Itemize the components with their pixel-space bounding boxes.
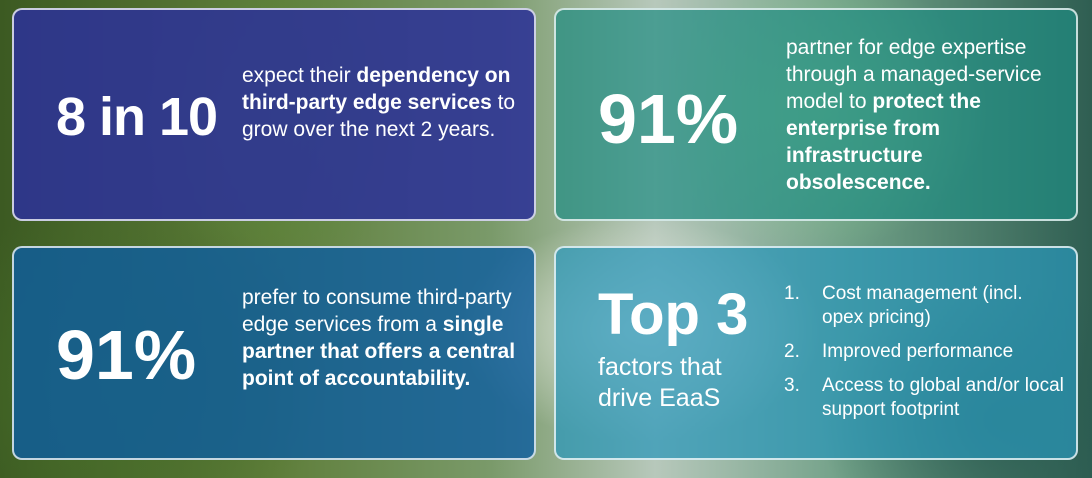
stat-subtitle: factors that drive EaaS bbox=[598, 353, 722, 412]
list-text: Access to global and/or local support fo… bbox=[822, 375, 1064, 420]
list-number: 1. bbox=[784, 283, 800, 304]
desc-text: prefer to consume third-party edge servi… bbox=[242, 286, 512, 336]
stat-description: prefer to consume third-party edge servi… bbox=[242, 284, 527, 392]
desc-highlight: single partner that offers a central poi… bbox=[242, 313, 516, 390]
stat-description: partner for edge expertise through a man… bbox=[786, 34, 1061, 196]
stat-card-managed-service: 91% partner for edge expertise through a… bbox=[554, 8, 1078, 221]
stat-value: 91% bbox=[598, 80, 739, 158]
list-text: Cost management (incl. opex pricing) bbox=[822, 283, 1023, 328]
stat-card-single-partner: 91% prefer to consume third-party edge s… bbox=[12, 246, 536, 460]
list-number: 2. bbox=[784, 341, 800, 362]
stat-value: 8 in 10 bbox=[56, 87, 218, 147]
desc-text: expect their bbox=[242, 64, 357, 87]
stat-description: expect their dependency on third-party e… bbox=[242, 62, 522, 143]
factor-list: 1. Cost management (incl. opex pricing) … bbox=[784, 282, 1064, 432]
list-number: 3. bbox=[784, 375, 800, 396]
list-item: 2. Improved performance bbox=[784, 340, 1064, 364]
list-item: 1. Cost management (incl. opex pricing) bbox=[784, 282, 1064, 330]
stat-value: Top 3 bbox=[598, 282, 749, 347]
stat-card-dependency: 8 in 10 expect their dependency on third… bbox=[12, 8, 536, 221]
desc-text: to grow over the next 2 years. bbox=[242, 91, 516, 141]
desc-highlight: dependency on third-party edge services bbox=[242, 64, 511, 114]
list-item: 3. Access to global and/or local support… bbox=[784, 374, 1064, 422]
list-text: Improved performance bbox=[822, 341, 1014, 362]
stat-value: 91% bbox=[56, 316, 197, 394]
desc-text: partner for edge expertise through a man… bbox=[786, 36, 1042, 113]
desc-highlight: protect the enterprise from infrastructu… bbox=[786, 90, 981, 194]
stat-card-top-factors: Top 3 factors that drive EaaS 1. Cost ma… bbox=[554, 246, 1078, 460]
